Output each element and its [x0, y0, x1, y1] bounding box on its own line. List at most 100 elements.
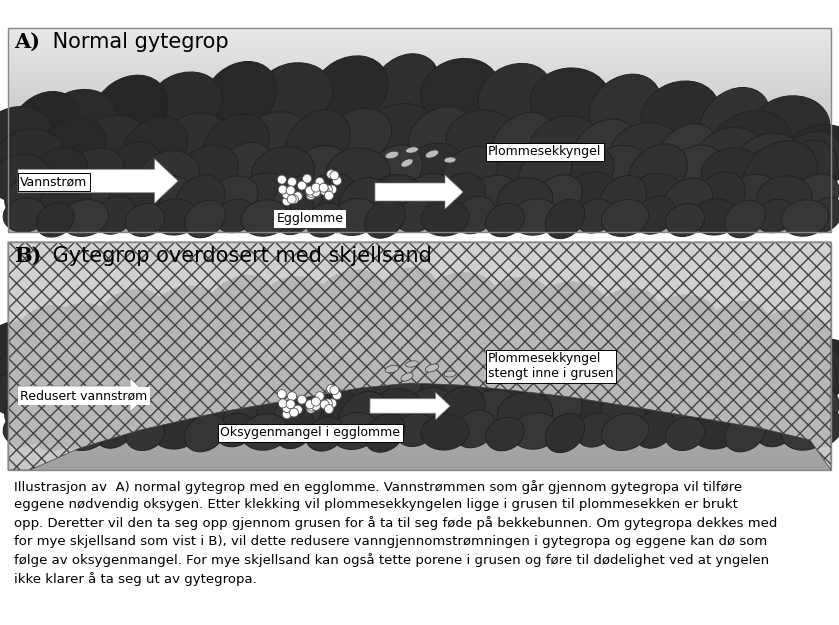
Bar [8, 164, 831, 168]
Ellipse shape [641, 295, 719, 361]
Ellipse shape [446, 110, 518, 166]
Ellipse shape [421, 200, 469, 236]
Ellipse shape [92, 289, 168, 359]
Bar [8, 352, 831, 356]
Ellipse shape [425, 364, 439, 372]
Ellipse shape [175, 175, 225, 225]
Ellipse shape [178, 359, 238, 413]
Ellipse shape [635, 410, 675, 448]
Ellipse shape [252, 146, 315, 198]
Bar [8, 269, 831, 272]
Ellipse shape [104, 356, 162, 412]
Ellipse shape [202, 328, 269, 390]
Ellipse shape [312, 270, 388, 338]
Circle shape [286, 399, 295, 409]
Bar [8, 348, 831, 352]
Ellipse shape [691, 413, 739, 449]
Ellipse shape [10, 91, 80, 159]
Ellipse shape [5, 390, 55, 432]
Ellipse shape [791, 174, 839, 218]
Ellipse shape [92, 75, 168, 145]
Ellipse shape [657, 338, 717, 398]
Bar [8, 406, 831, 409]
Ellipse shape [275, 196, 315, 234]
Ellipse shape [364, 318, 435, 374]
Circle shape [307, 189, 315, 198]
Ellipse shape [385, 365, 399, 373]
Ellipse shape [286, 324, 350, 388]
Ellipse shape [486, 203, 524, 237]
Bar [8, 439, 831, 443]
Bar [8, 174, 831, 178]
Ellipse shape [29, 148, 88, 202]
Ellipse shape [252, 361, 315, 411]
Bar [8, 311, 831, 314]
Circle shape [305, 400, 315, 409]
Ellipse shape [478, 63, 552, 127]
Bar [8, 276, 831, 280]
Ellipse shape [291, 146, 349, 194]
Ellipse shape [306, 203, 344, 237]
Bar [8, 188, 831, 191]
Ellipse shape [534, 389, 582, 433]
Bar [8, 451, 831, 455]
Circle shape [305, 186, 315, 195]
Bar [8, 436, 831, 439]
Ellipse shape [367, 174, 423, 219]
Ellipse shape [446, 324, 518, 380]
Ellipse shape [756, 390, 812, 434]
Ellipse shape [435, 387, 485, 437]
Circle shape [311, 397, 320, 406]
Bar [8, 222, 831, 225]
Bar [8, 96, 831, 99]
Ellipse shape [74, 175, 126, 215]
Circle shape [287, 195, 296, 204]
Ellipse shape [519, 146, 571, 200]
Bar [8, 208, 831, 212]
Bar [8, 368, 831, 371]
Ellipse shape [241, 200, 289, 236]
Ellipse shape [781, 200, 829, 236]
Ellipse shape [125, 418, 164, 451]
Bar [8, 194, 831, 198]
Circle shape [320, 186, 329, 196]
Ellipse shape [3, 412, 47, 446]
Bar [8, 337, 831, 341]
Ellipse shape [38, 332, 107, 392]
Ellipse shape [530, 282, 610, 346]
Bar [8, 212, 831, 215]
Ellipse shape [208, 176, 258, 218]
Ellipse shape [218, 142, 272, 196]
Bar [8, 462, 831, 466]
Ellipse shape [162, 327, 228, 381]
Ellipse shape [783, 124, 839, 186]
Circle shape [283, 404, 291, 412]
Ellipse shape [237, 173, 293, 218]
Ellipse shape [148, 72, 222, 134]
Ellipse shape [61, 414, 108, 451]
Bar [8, 147, 831, 151]
Bar [8, 225, 831, 229]
Ellipse shape [143, 389, 194, 431]
Circle shape [289, 195, 299, 204]
Ellipse shape [781, 414, 829, 450]
Bar [8, 28, 831, 31]
Ellipse shape [779, 140, 836, 198]
Ellipse shape [312, 56, 388, 124]
Ellipse shape [756, 176, 812, 220]
Ellipse shape [591, 359, 649, 406]
Circle shape [286, 186, 295, 195]
Ellipse shape [478, 278, 552, 341]
Bar [8, 253, 831, 258]
Polygon shape [8, 242, 831, 470]
Bar [8, 55, 831, 59]
Ellipse shape [665, 204, 705, 236]
Ellipse shape [425, 150, 439, 158]
Ellipse shape [725, 414, 765, 452]
Ellipse shape [743, 141, 817, 209]
Text: B): B) [14, 246, 41, 266]
Ellipse shape [664, 178, 712, 222]
Circle shape [323, 185, 332, 194]
Bar [8, 45, 831, 48]
Ellipse shape [326, 322, 392, 378]
